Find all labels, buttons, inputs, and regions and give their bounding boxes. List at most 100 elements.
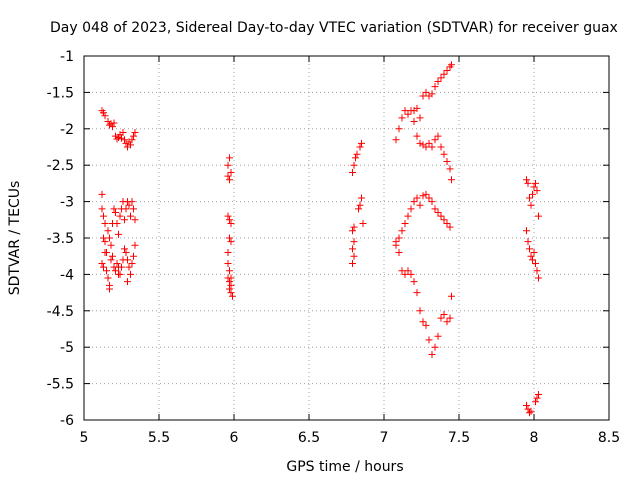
data-point <box>107 241 115 249</box>
x-tick-label: 6.5 <box>298 430 320 446</box>
data-point <box>448 176 455 184</box>
data-point <box>227 238 235 246</box>
data-point <box>443 67 451 75</box>
data-point <box>526 194 533 202</box>
data-point <box>349 259 356 267</box>
data-point <box>407 205 415 213</box>
data-point <box>404 212 412 220</box>
data-point <box>428 90 436 98</box>
data-point <box>115 270 122 278</box>
data-point <box>446 165 454 173</box>
y-tick-label: -3.5 <box>47 231 74 247</box>
data-point <box>118 134 125 142</box>
data-point <box>350 223 358 231</box>
data-point <box>109 252 116 260</box>
data-point <box>448 61 455 69</box>
data-point <box>110 119 118 127</box>
data-point <box>530 249 538 257</box>
data-point <box>350 161 358 169</box>
x-tick-label: 7 <box>380 430 389 446</box>
data-point <box>434 332 442 340</box>
data-point <box>440 150 448 158</box>
data-point <box>128 136 136 144</box>
data-point <box>535 391 542 399</box>
data-point <box>530 183 538 191</box>
data-point <box>422 190 430 198</box>
data-point <box>101 112 109 120</box>
x-tick-label: 5 <box>80 430 89 446</box>
data-point <box>529 256 536 264</box>
data-point <box>125 263 133 271</box>
data-point <box>524 238 532 246</box>
data-point <box>532 179 539 187</box>
data-point <box>352 154 359 162</box>
data-point <box>410 278 418 286</box>
data-point <box>448 292 455 300</box>
data-point <box>440 216 448 224</box>
plot-frame <box>83 55 610 421</box>
x-tick-label: 7.5 <box>448 430 470 446</box>
data-point <box>419 192 427 200</box>
y-tick-label: -3 <box>60 195 74 211</box>
data-point <box>413 194 421 202</box>
data-point <box>98 259 106 267</box>
data-point <box>125 201 133 209</box>
data-point <box>227 168 235 176</box>
data-point <box>100 234 107 242</box>
data-point <box>107 120 115 128</box>
data-point <box>101 238 109 246</box>
data-point <box>127 270 134 278</box>
data-point <box>532 398 539 406</box>
chart-title: Day 048 of 2023, Sidereal Day-to-day VTE… <box>50 20 618 36</box>
data-point <box>130 252 137 260</box>
data-point <box>413 104 421 112</box>
data-point <box>527 407 535 415</box>
data-point <box>349 227 356 235</box>
data-point <box>527 201 535 209</box>
data-point <box>119 128 127 136</box>
data-point <box>356 143 364 151</box>
data-point <box>428 350 436 358</box>
data-point <box>101 219 109 227</box>
data-point <box>410 198 418 206</box>
data-point <box>416 114 424 122</box>
data-point <box>437 314 445 322</box>
data-point <box>121 216 128 224</box>
data-point <box>401 107 409 115</box>
data-point <box>395 249 403 257</box>
x-tick-label: 8 <box>530 430 539 446</box>
data-point <box>446 223 454 231</box>
data-point <box>130 205 137 213</box>
data-point <box>121 245 128 253</box>
data-point <box>428 198 436 206</box>
data-point <box>413 132 421 140</box>
data-point <box>113 135 121 143</box>
data-point <box>523 176 530 184</box>
x-tick-label: 5.5 <box>148 430 170 446</box>
data-point <box>227 281 235 289</box>
grid-lines <box>84 56 609 420</box>
data-point <box>353 150 361 158</box>
data-point <box>350 238 358 246</box>
y-tick-label: -4.5 <box>47 304 74 320</box>
data-point <box>224 259 232 267</box>
data-point <box>416 139 424 147</box>
data-point <box>229 292 236 300</box>
data-point <box>419 318 427 326</box>
data-point <box>407 270 415 278</box>
data-point <box>446 314 454 322</box>
data-point <box>107 256 115 264</box>
data-point <box>533 267 541 275</box>
data-point <box>349 168 356 176</box>
data-point <box>106 234 113 242</box>
data-point <box>224 172 232 180</box>
data-point <box>124 278 131 286</box>
data-point <box>122 249 130 257</box>
y-tick-label: -1.5 <box>47 85 74 101</box>
data-point <box>226 216 233 224</box>
data-point <box>355 205 362 213</box>
data-point <box>437 212 445 220</box>
data-point <box>349 245 356 253</box>
data-point <box>104 274 112 282</box>
data-point <box>98 205 106 213</box>
